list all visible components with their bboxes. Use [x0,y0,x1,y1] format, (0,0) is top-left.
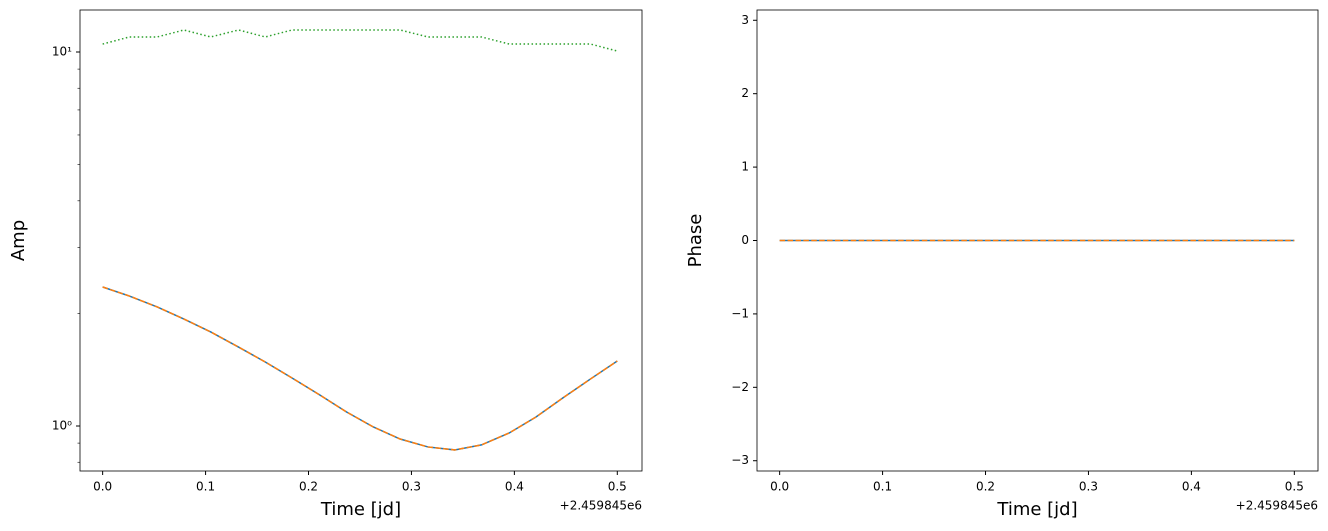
axes-frame [79,9,643,472]
x-tick-label: 0.2 [299,480,318,494]
y-tick-label: −2 [731,380,749,394]
x-tick-label: 0.3 [402,480,421,494]
series-line [102,286,618,451]
x-tick-label: 0.3 [1079,480,1098,494]
x-tick-label: 0.4 [1182,480,1201,494]
y-tick-label: 2 [741,86,749,100]
series-line [102,286,618,451]
x-tick-label: 0.5 [608,480,627,494]
offset-label: +2.459845e6 [1236,499,1318,513]
y-axis-label: Amp [8,220,29,261]
x-tick-label: 0.2 [976,480,995,494]
x-tick-label: 0.1 [873,480,892,494]
x-tick-label: 0.4 [505,480,524,494]
x-tick-label: 0.1 [196,480,215,494]
x-tick-label: 0.5 [1285,480,1304,494]
y-tick-label: 10¹ [52,44,72,58]
y-tick-label: 3 [741,13,749,27]
y-tick-label: −3 [731,453,749,467]
offset-label: +2.459845e6 [560,499,642,513]
x-tick-label: 0.0 [93,480,112,494]
x-tick-label: 0.0 [770,480,789,494]
x-axis-label: Time [jd] [996,499,1077,520]
y-tick-label: 10⁰ [52,418,72,432]
series-line [102,29,618,52]
y-tick-label: 1 [741,160,749,174]
y-axis-label: Phase [685,214,706,268]
y-tick-label: 0 [741,233,749,247]
x-axis-label: Time [jd] [320,499,401,520]
y-tick-label: −1 [731,306,749,320]
